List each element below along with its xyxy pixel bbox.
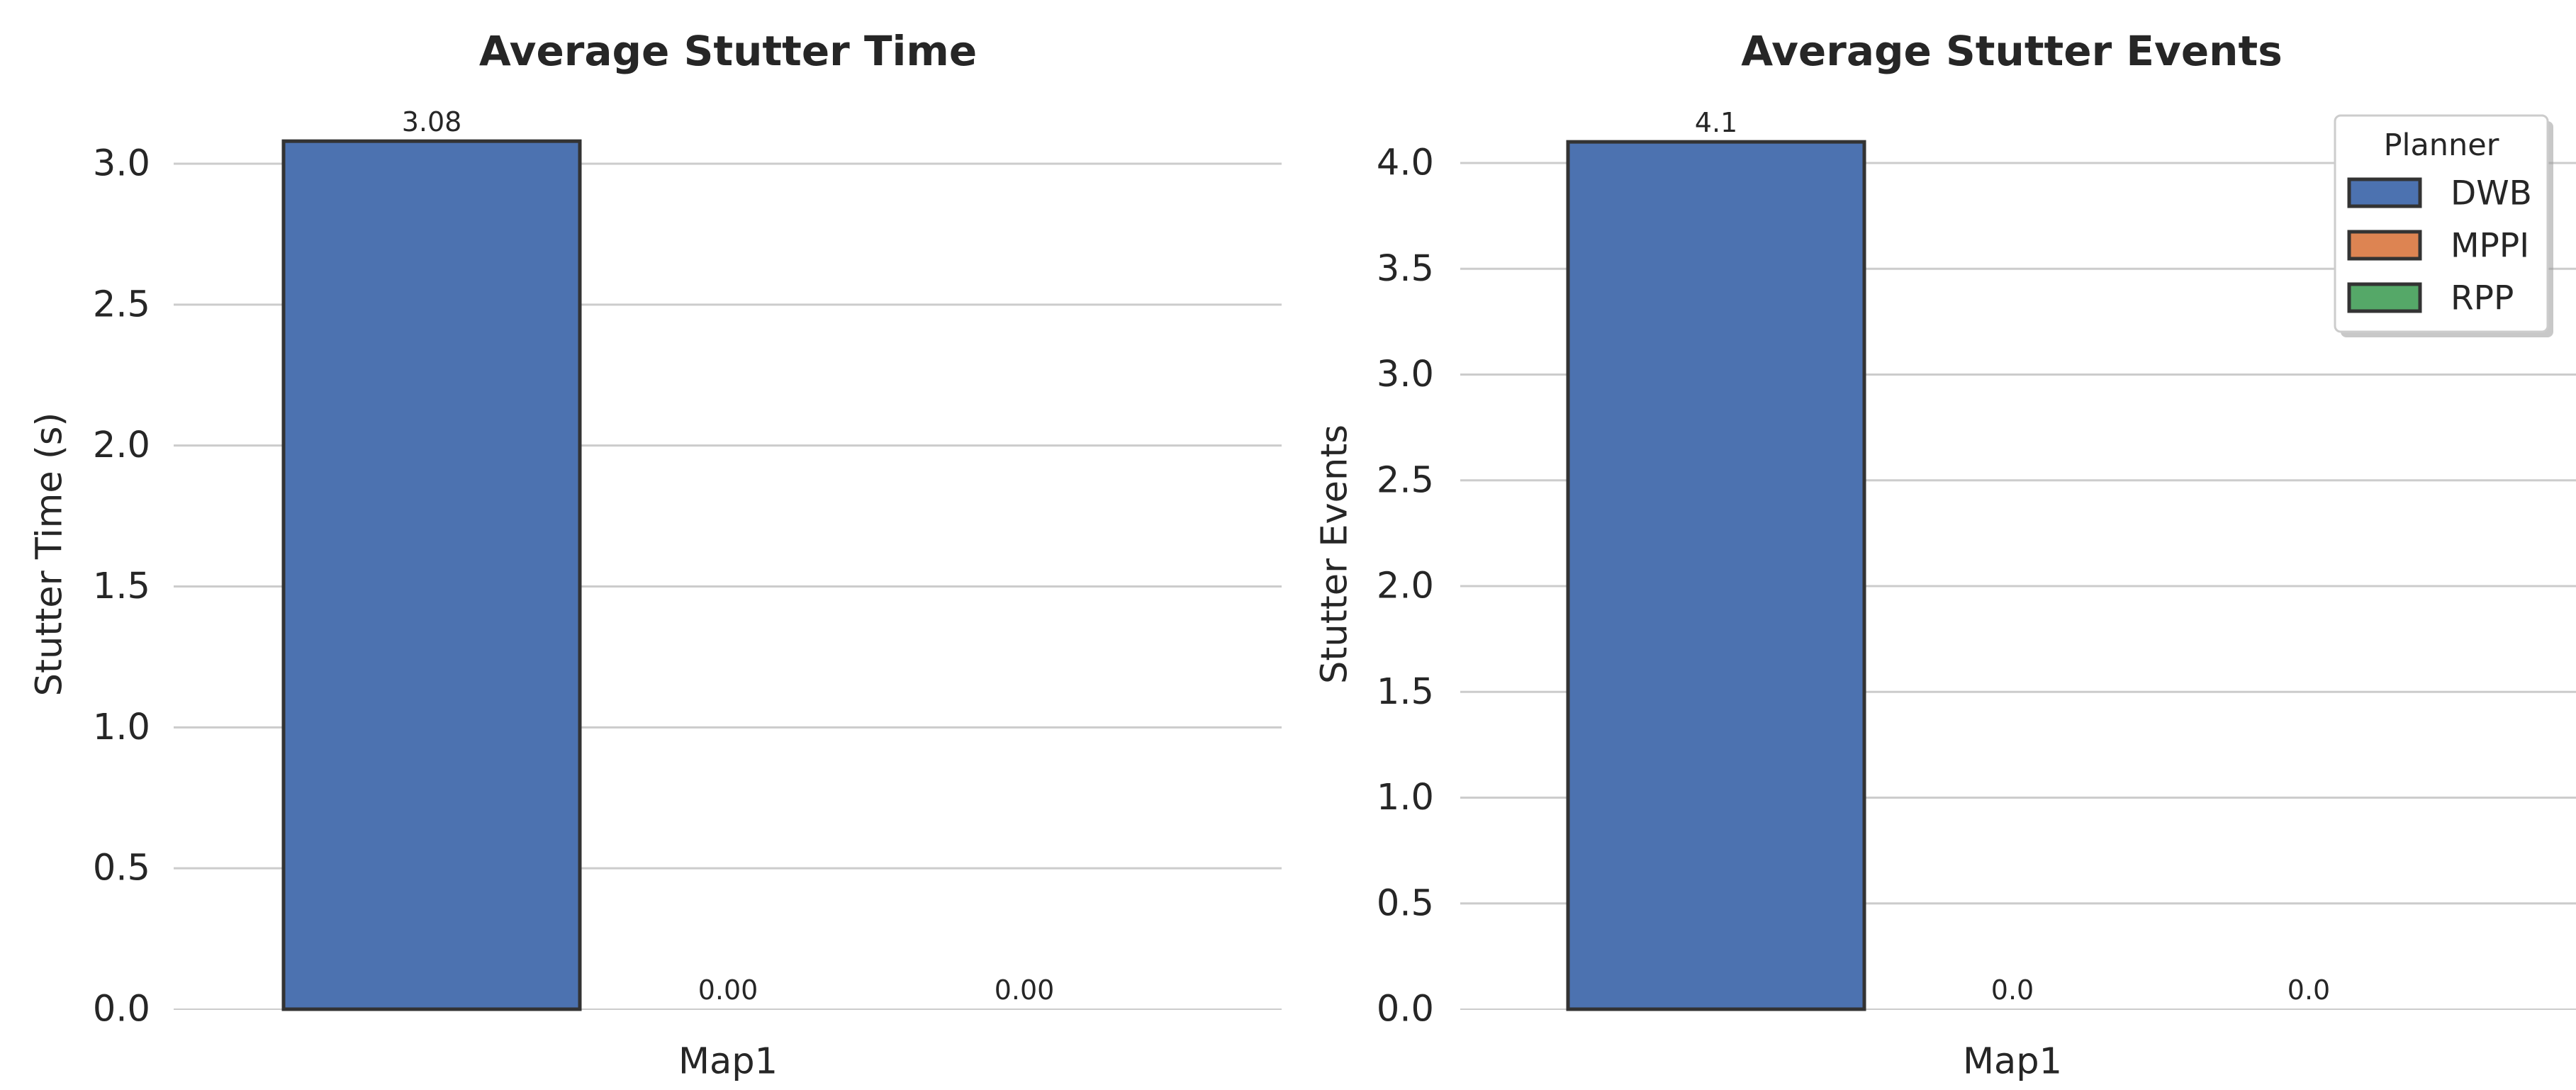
bar-value-label: 0.00 — [698, 974, 758, 1006]
y-tick-label: 0.5 — [93, 848, 150, 889]
y-tick-label: 0.0 — [1377, 989, 1434, 1030]
y-tick-label: 1.5 — [1377, 671, 1434, 713]
y-tick-label: 3.0 — [1377, 354, 1434, 395]
stutter-time-chart: 0.0 0.5 1.0 1.5 2.0 2.5 3.0 Average Stutter Tim… — [29, 27, 1282, 1083]
stutter-events-chart: 0.0 0.5 1.0 1.5 2.0 2.5 3.0 3.5 4.0 Average Stutt… — [1314, 27, 2576, 1083]
legend-title: Planner — [2384, 128, 2499, 163]
y-tick-label: 4.0 — [1377, 142, 1434, 184]
bar-value-label: 4.1 — [1695, 107, 1737, 138]
bar-dwb — [284, 141, 580, 1009]
legend-swatch-mppi — [2349, 232, 2420, 259]
y-tick-label: 1.0 — [1377, 777, 1434, 819]
y-tick-label: 0.0 — [93, 989, 150, 1030]
y-tick-label: 2.5 — [1377, 459, 1434, 501]
y-tick-label: 1.0 — [93, 707, 150, 748]
chart-title: Average Stutter Events — [1741, 27, 2282, 75]
y-tick-label: 0.5 — [1377, 882, 1434, 924]
y-tick-label: 2.0 — [1377, 566, 1434, 607]
y-tick-label: 2.0 — [93, 425, 150, 466]
bar-value-label: 3.08 — [402, 106, 462, 137]
legend-entry-label: MPPI — [2451, 227, 2529, 266]
y-tick-label: 3.0 — [93, 142, 150, 184]
y-tick-label: 1.5 — [93, 566, 150, 607]
x-tick-label: Map1 — [1963, 1041, 2062, 1083]
y-axis-label: Stutter Time (s) — [29, 412, 71, 697]
bar-value-label: 0.0 — [2287, 974, 2330, 1006]
legend-entry-label: RPP — [2451, 279, 2514, 318]
y-tick-label: 2.5 — [93, 283, 150, 325]
legend-swatch-dwb — [2349, 179, 2420, 206]
x-tick-label: Map1 — [678, 1041, 778, 1083]
bar-value-label: 0.0 — [1991, 974, 2034, 1006]
legend-entry-label: DWB — [2451, 174, 2532, 213]
y-tick-label: 3.5 — [1377, 248, 1434, 290]
bar-value-label: 0.00 — [995, 974, 1055, 1006]
legend-swatch-rpp — [2349, 284, 2420, 311]
y-axis-label: Stutter Events — [1314, 425, 1356, 684]
chart-title: Average Stutter Time — [479, 27, 977, 75]
bar-dwb — [1568, 142, 1864, 1009]
